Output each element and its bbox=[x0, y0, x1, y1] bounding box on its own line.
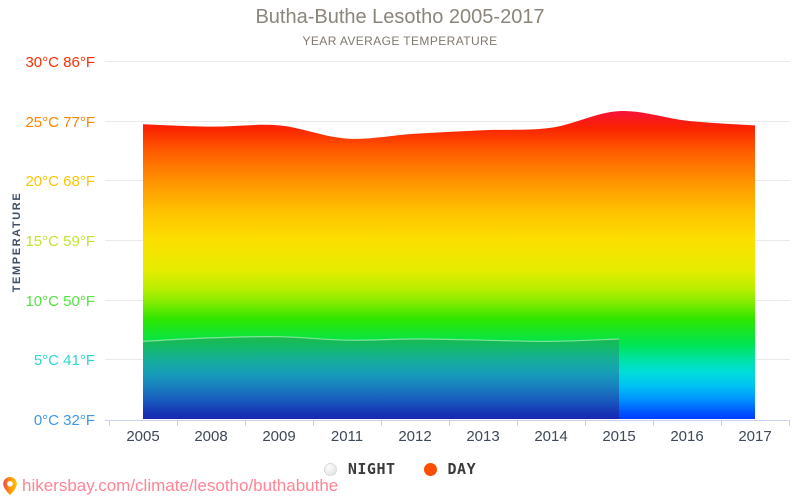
x-tick-label: 2012 bbox=[398, 428, 432, 445]
footer-link[interactable]: hikersbay.com/climate/lesotho/buthabuthe bbox=[22, 476, 339, 495]
plot-area[interactable] bbox=[142, 61, 755, 419]
legend-label: DAY bbox=[447, 460, 477, 478]
axis-tick bbox=[789, 420, 790, 426]
x-tick-label: 2015 bbox=[602, 428, 636, 445]
axis-tick bbox=[721, 420, 722, 426]
gridline bbox=[105, 120, 790, 122]
x-axis-line bbox=[105, 420, 790, 421]
x-tick-label: 2008 bbox=[194, 428, 228, 445]
x-tick-label: 2011 bbox=[330, 428, 364, 445]
y-tick-label: 30°C 86°F bbox=[25, 54, 95, 71]
y-tick-label: 25°C 77°F bbox=[25, 113, 95, 131]
x-tick-label: 2017 bbox=[738, 428, 772, 445]
y-tick-label: 0°C 32°F bbox=[33, 412, 95, 429]
axis-tick bbox=[109, 420, 110, 426]
x-tick-label: 2013 bbox=[466, 428, 500, 445]
axis-tick bbox=[381, 420, 382, 426]
x-tick-label: 2016 bbox=[670, 428, 704, 445]
location-pin-icon bbox=[3, 477, 17, 495]
legend-item-day[interactable]: DAY bbox=[423, 460, 477, 478]
y-tick-label: 15°C 59°F bbox=[25, 233, 95, 250]
x-tick-label: 2005 bbox=[126, 428, 160, 445]
night-area[interactable] bbox=[143, 336, 619, 419]
axis-tick bbox=[517, 420, 518, 426]
x-tick-label: 2014 bbox=[534, 428, 568, 445]
chart-svg bbox=[142, 110, 755, 419]
legend-label: NIGHT bbox=[347, 460, 396, 478]
legend-item-night[interactable]: NIGHT bbox=[323, 460, 396, 478]
x-tick-label: 2009 bbox=[262, 428, 296, 445]
chart-title: Butha-Buthe Lesotho 2005-2017 bbox=[255, 6, 545, 28]
axis-tick bbox=[585, 420, 586, 426]
axis-tick bbox=[653, 420, 654, 426]
chart-subtitle: YEAR AVERAGE TEMPERATURE bbox=[302, 34, 498, 48]
night-line bbox=[142, 335, 620, 343]
axis-tick bbox=[245, 420, 246, 426]
night-dot-icon bbox=[323, 462, 337, 476]
y-tick-label: 20°C 68°F bbox=[25, 173, 95, 191]
y-tick-label: 10°C 50°F bbox=[25, 292, 95, 310]
axis-tick bbox=[449, 420, 450, 426]
legend: NIGHT DAY bbox=[0, 460, 800, 478]
day-dot-icon bbox=[423, 462, 437, 476]
gridline bbox=[105, 61, 790, 62]
y-axis-title: TEMPERATURE bbox=[11, 191, 23, 293]
axis-tick bbox=[313, 420, 314, 426]
footer: hikersbay.com/climate/lesotho/buthabuthe bbox=[3, 476, 338, 496]
axis-tick bbox=[177, 420, 178, 426]
y-tick-label: 5°C 41°F bbox=[33, 352, 95, 370]
